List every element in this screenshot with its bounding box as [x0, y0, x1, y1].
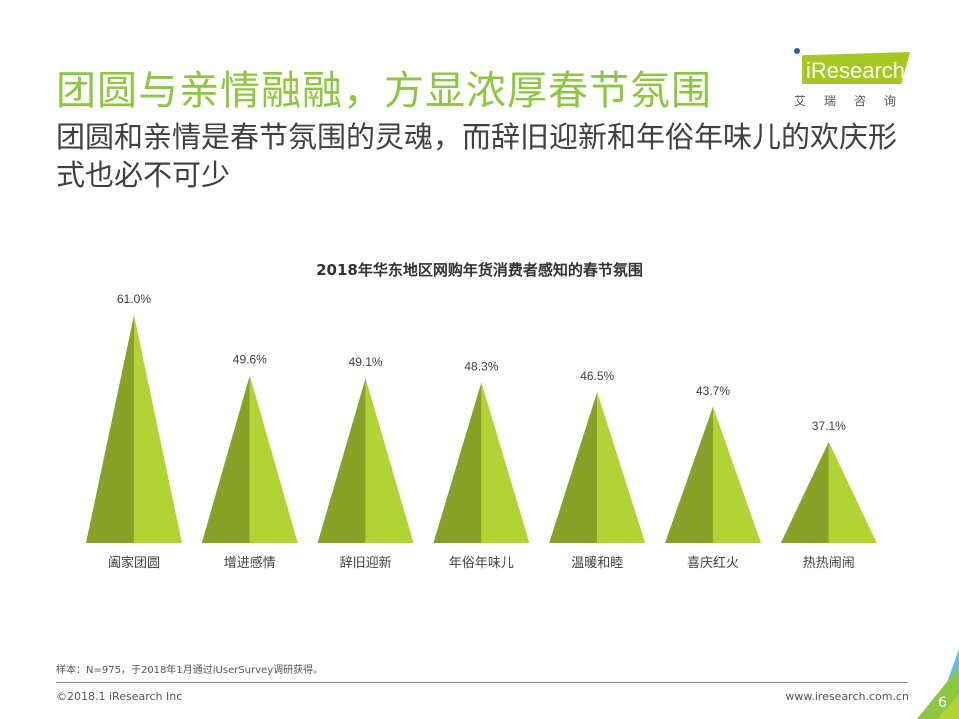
page-subtitle: 团圆和亲情是春节氛围的灵魂，而辞旧迎新和年俗年味儿的欢庆形式也必不可少 [56, 120, 898, 192]
bar-right-face [365, 378, 414, 543]
bar-left-face [665, 406, 713, 543]
bar-right-face [828, 441, 877, 543]
category-label: 喜庆红火 [687, 555, 739, 571]
copyright: ©2018.1 iResearch Inc [56, 690, 183, 703]
bar-left-face [549, 391, 598, 543]
category-label: 热热闹闹 [803, 556, 855, 571]
bar-left-face [86, 315, 134, 543]
data-label: 46.5% [580, 369, 614, 383]
divider [56, 682, 908, 683]
bar-right-face [597, 391, 646, 543]
chart: 61.0% 阖家团圆 49.6% 增进感情 49.1% 辞旧迎新 48.3% 年俗年味儿 46.… [86, 292, 877, 571]
corner-decoration [917, 649, 959, 719]
bar-left-face [317, 378, 366, 543]
logo-text: iResearch [806, 58, 906, 83]
bar-left-face [780, 441, 829, 543]
category-label: 年俗年味儿 [449, 556, 514, 571]
data-label: 43.7% [696, 384, 730, 398]
bar-left-face [201, 375, 250, 543]
bar-right-face [481, 382, 530, 543]
iresearch-logo: iResearch 艾瑞咨询 [794, 48, 914, 108]
sample-note: 样本：N=975，于2018年1月通过iUserSurvey调研获得。 [56, 665, 324, 676]
data-label: 37.1% [812, 419, 846, 433]
category-label: 阖家团圆 [108, 555, 160, 571]
bar-right-face [249, 375, 298, 543]
data-label: 49.6% [233, 353, 267, 367]
data-label: 61.0% [117, 292, 151, 306]
logo-cn: 艾瑞咨询 [794, 94, 915, 108]
bar-right-face [713, 406, 761, 543]
page-number: 6 [938, 695, 947, 711]
data-label: 48.3% [464, 359, 498, 373]
bar-right-face [134, 315, 182, 543]
category-label: 温暖和睦 [571, 555, 623, 571]
category-label: 辞旧迎新 [340, 555, 392, 571]
category-label: 增进感情 [224, 555, 276, 571]
chart-title: 2018年华东地区网购年货消费者感知的春节氛围 [316, 261, 643, 279]
website-link[interactable]: www.iresearch.com.cn [785, 690, 909, 703]
data-label: 49.1% [349, 355, 383, 369]
page-title: 团圆与亲情融融，方显浓厚春节氛围 [56, 68, 712, 114]
bar-left-face [433, 382, 482, 543]
